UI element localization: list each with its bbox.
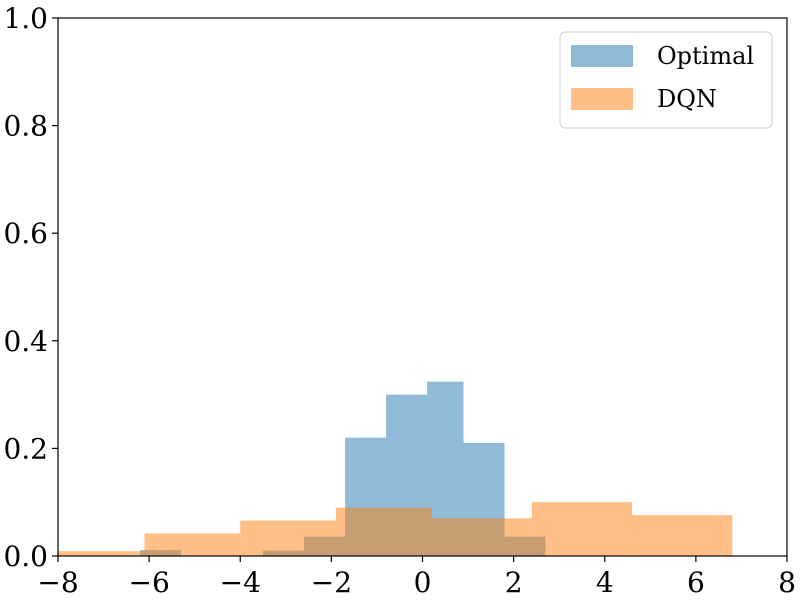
bar-dqn-4 [431,518,532,556]
legend-label-optimal: Optimal [657,42,754,70]
legend-swatch-dqn [571,88,633,110]
y-tick-label: 0.4 [3,325,48,358]
x-tick-label: 8 [778,566,796,599]
x-tick-label: −6 [128,566,169,599]
x-tick-label: −2 [311,566,352,599]
bar-dqn-5 [531,502,633,556]
bar-dqn-0 [58,551,145,556]
histogram-bars [58,381,733,556]
x-tick-label: −4 [220,566,261,599]
bar-dqn-6 [632,515,733,556]
x-tick-label: −8 [37,566,78,599]
bar-dqn-1 [144,533,241,556]
x-tick-label: 6 [687,566,705,599]
y-tick-label: 0.2 [3,432,48,465]
legend-label-dqn: DQN [657,85,717,113]
x-tick-label: 0 [414,566,432,599]
x-tick-label: 2 [505,566,523,599]
y-tick-label: 0.6 [3,217,48,250]
legend-swatch-optimal [571,45,633,67]
series-dqn [58,502,733,556]
x-axis-ticks: −8 −6 −4 −2 0 2 4 6 8 [37,556,796,599]
bar-dqn-3 [335,507,432,556]
y-axis-ticks: 0.0 0.2 0.4 0.6 0.8 1.0 [3,2,58,573]
y-tick-label: 1.0 [3,2,48,35]
y-tick-label: 0.0 [3,540,48,573]
bar-dqn-2 [240,520,336,556]
y-tick-label: 0.8 [3,110,48,143]
x-tick-label: 4 [596,566,614,599]
legend: Optimal DQN [559,31,773,129]
